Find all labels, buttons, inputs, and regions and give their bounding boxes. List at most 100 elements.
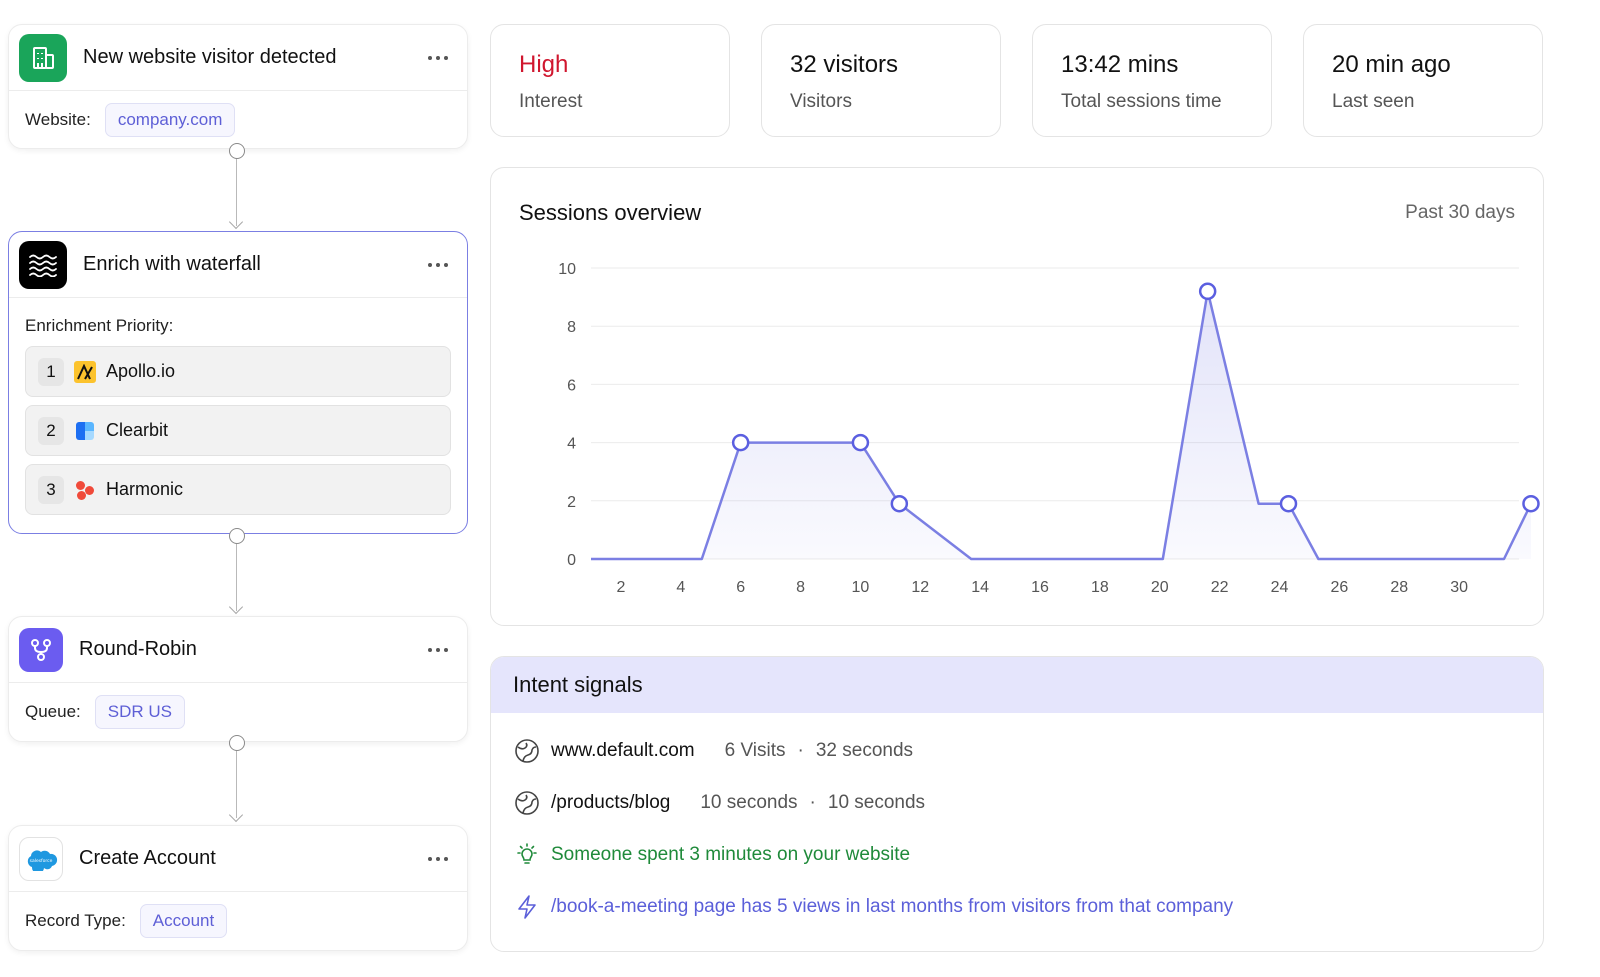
round-robin-body: Queue: SDR US: [9, 683, 467, 743]
separator: ·: [797, 740, 804, 761]
stat-value: 32 visitors: [790, 51, 899, 78]
x-tick-label: 4: [676, 579, 685, 596]
create-account-card[interactable]: salesforce Create Account Record Type: A…: [8, 825, 468, 951]
trigger-card-header: New website visitor detected: [9, 25, 467, 91]
record-type-label: Record Type:: [25, 911, 126, 930]
x-tick-label: 14: [971, 579, 989, 596]
clearbit-logo: [74, 420, 96, 442]
create-account-title: Create Account: [79, 847, 216, 869]
lightning-icon: [513, 893, 541, 921]
y-tick-label: 2: [567, 494, 576, 511]
lightbulb-icon: [513, 841, 541, 869]
x-tick-label: 6: [736, 579, 745, 596]
record-type-chip[interactable]: Account: [139, 904, 228, 938]
intent-site: /products/blog: [551, 792, 671, 813]
y-tick-label: 10: [558, 261, 576, 278]
connector-line: [236, 750, 237, 818]
branch-icon: [19, 627, 63, 672]
y-tick-label: 6: [567, 377, 576, 394]
harmonic-logo: [74, 479, 96, 501]
data-point: [731, 433, 750, 452]
stat-value: 13:42 mins: [1061, 51, 1179, 78]
intent-duration: 32 seconds: [815, 740, 914, 761]
connector-handle[interactable]: [229, 735, 245, 751]
provider-name: Harmonic: [106, 479, 184, 499]
intent-row[interactable]: /products/blog 10 seconds · 10 seconds: [513, 789, 925, 817]
salesforce-wordmark: salesforce: [30, 858, 53, 864]
round-robin-title: Round-Robin: [79, 638, 197, 660]
connector-arrow: [228, 807, 244, 823]
x-tick-label: 10: [852, 579, 870, 596]
stat-value: 20 min ago: [1332, 51, 1451, 78]
series-area: [591, 291, 1531, 559]
x-tick-label: 24: [1271, 579, 1289, 596]
globe-icon: [513, 789, 541, 817]
intent-visits: 6 Visits: [724, 740, 786, 761]
provider-rank: 2: [38, 416, 64, 445]
intent-signals-card: Intent signals www.default.com 6 Visits …: [490, 656, 1544, 952]
connector-line: [236, 158, 237, 226]
intent-row[interactable]: www.default.com 6 Visits · 32 seconds: [513, 737, 913, 765]
data-point: [1522, 494, 1540, 513]
trigger-more-button[interactable]: [423, 48, 453, 68]
trigger-body: Website: company.com: [9, 91, 467, 151]
provider-name: Clearbit: [106, 420, 169, 440]
provider-row-clearbit[interactable]: 2 Clearbit: [25, 405, 451, 456]
provider-rank: 1: [38, 357, 64, 386]
globe-icon: [513, 737, 541, 765]
separator: ·: [809, 792, 816, 813]
date-range-selector[interactable]: Past 30 days: [1405, 202, 1515, 223]
waves-icon: [19, 240, 67, 289]
trigger-title: New website visitor detected: [83, 46, 337, 68]
y-tick-label: 4: [567, 436, 576, 453]
enrich-more-button[interactable]: [423, 255, 453, 275]
x-tick-label: 26: [1330, 579, 1348, 596]
website-chip[interactable]: company.com: [104, 103, 236, 137]
sessions-overview-card: Sessions overview Past 30 days 0 2 4 6 8 10 2 4…: [490, 167, 1544, 626]
data-point: [890, 494, 909, 513]
connector-handle[interactable]: [229, 143, 245, 159]
provider-row-harmonic[interactable]: 3 Harmonic: [25, 464, 451, 515]
stat-visitors: 32 visitors Visitors: [761, 24, 1001, 137]
insight-text: Someone spent 3 minutes on your website: [551, 844, 911, 865]
stat-label: Interest: [519, 91, 583, 112]
data-point: [1279, 494, 1298, 513]
intent-site: www.default.com: [551, 740, 695, 761]
intent-time: 10 seconds: [700, 792, 798, 813]
stat-last-seen: 20 min ago Last seen: [1303, 24, 1543, 137]
stat-session-time: 13:42 mins Total sessions time: [1032, 24, 1272, 137]
provider-row-apollo[interactable]: 1 Apollo.io: [25, 346, 451, 397]
intent-insight: Someone spent 3 minutes on your website: [513, 841, 910, 869]
connector-handle[interactable]: [229, 528, 245, 544]
x-tick-label: 20: [1151, 579, 1169, 596]
create-account-body: Record Type: Account: [9, 892, 467, 952]
x-tick-label: 18: [1091, 579, 1109, 596]
intent-alert[interactable]: /book-a-meeting page has 5 views in last…: [513, 893, 1233, 921]
round-robin-card-header: Round-Robin: [9, 617, 467, 683]
trigger-card[interactable]: New website visitor detected Website: co…: [8, 24, 468, 149]
data-point: [851, 433, 870, 452]
x-tick-label: 16: [1031, 579, 1049, 596]
stat-value: High: [519, 51, 569, 78]
enrich-card-header: Enrich with waterfall: [9, 232, 467, 298]
connector-arrow: [228, 214, 244, 230]
queue-label: Queue:: [25, 702, 81, 721]
round-robin-card[interactable]: Round-Robin Queue: SDR US: [8, 616, 468, 742]
enrich-card[interactable]: Enrich with waterfall Enrichment Priorit…: [8, 231, 468, 534]
create-account-more-button[interactable]: [423, 849, 453, 869]
intent-duration: 10 seconds: [827, 792, 926, 813]
x-tick-label: 22: [1211, 579, 1229, 596]
stat-label: Total sessions time: [1061, 91, 1222, 112]
x-tick-label: 30: [1450, 579, 1468, 596]
building-icon: [19, 33, 67, 82]
enrich-title: Enrich with waterfall: [83, 253, 261, 275]
x-tick-label: 12: [911, 579, 929, 596]
intent-signals-title: Intent signals: [491, 657, 1543, 713]
provider-name: Apollo.io: [106, 361, 176, 381]
alert-text: /book-a-meeting page has 5 views in last…: [551, 896, 1234, 917]
queue-chip[interactable]: SDR US: [94, 695, 185, 729]
connector-line: [236, 543, 237, 611]
provider-rank: 3: [38, 475, 64, 504]
round-robin-more-button[interactable]: [423, 640, 453, 660]
